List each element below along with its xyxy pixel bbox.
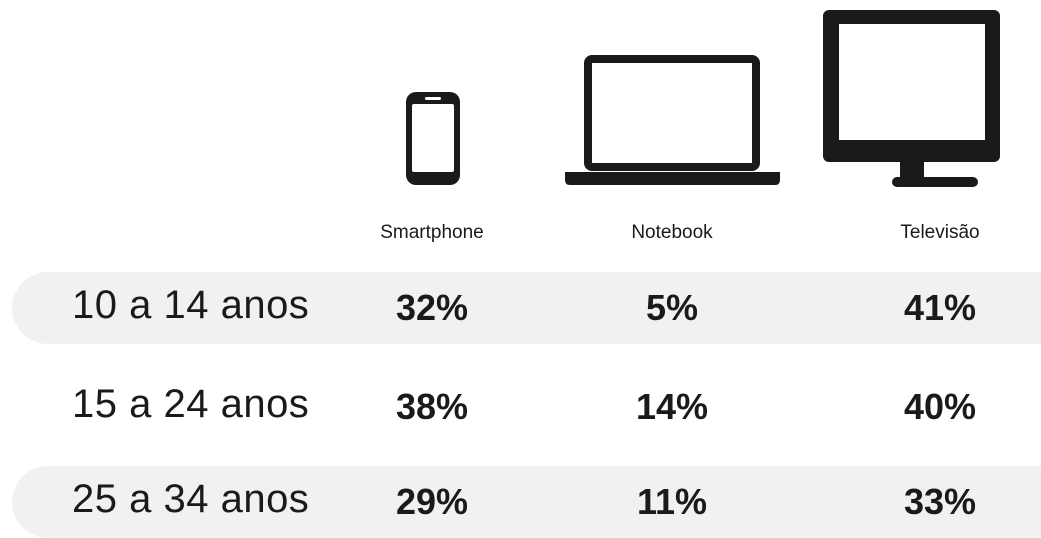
percentage-cell: 14% bbox=[635, 386, 709, 427]
percentage-cell: 40% bbox=[903, 386, 977, 427]
row-label: 25 a 34 anos bbox=[72, 477, 310, 521]
notebook-icon bbox=[565, 55, 780, 185]
column-label: Televisão bbox=[900, 222, 980, 243]
percentage-cell: 32% bbox=[395, 287, 469, 328]
column-label: Smartphone bbox=[380, 222, 484, 243]
smartphone-icon bbox=[406, 92, 460, 185]
percentage-cell: 33% bbox=[903, 481, 977, 522]
percentage-cell: 11% bbox=[636, 481, 708, 522]
row-band bbox=[12, 466, 1041, 538]
percentage-cell: 29% bbox=[395, 481, 469, 522]
column-label: Notebook bbox=[631, 222, 713, 243]
row-band bbox=[12, 272, 1041, 344]
row-label: 10 a 14 anos bbox=[72, 283, 310, 327]
row-label: 15 a 24 anos bbox=[72, 382, 310, 426]
television-icon bbox=[823, 10, 1000, 187]
percentage-cell: 5% bbox=[645, 287, 699, 328]
percentage-cell: 38% bbox=[395, 386, 469, 427]
device-icons bbox=[406, 10, 1000, 187]
percentage-cell: 41% bbox=[903, 287, 977, 328]
